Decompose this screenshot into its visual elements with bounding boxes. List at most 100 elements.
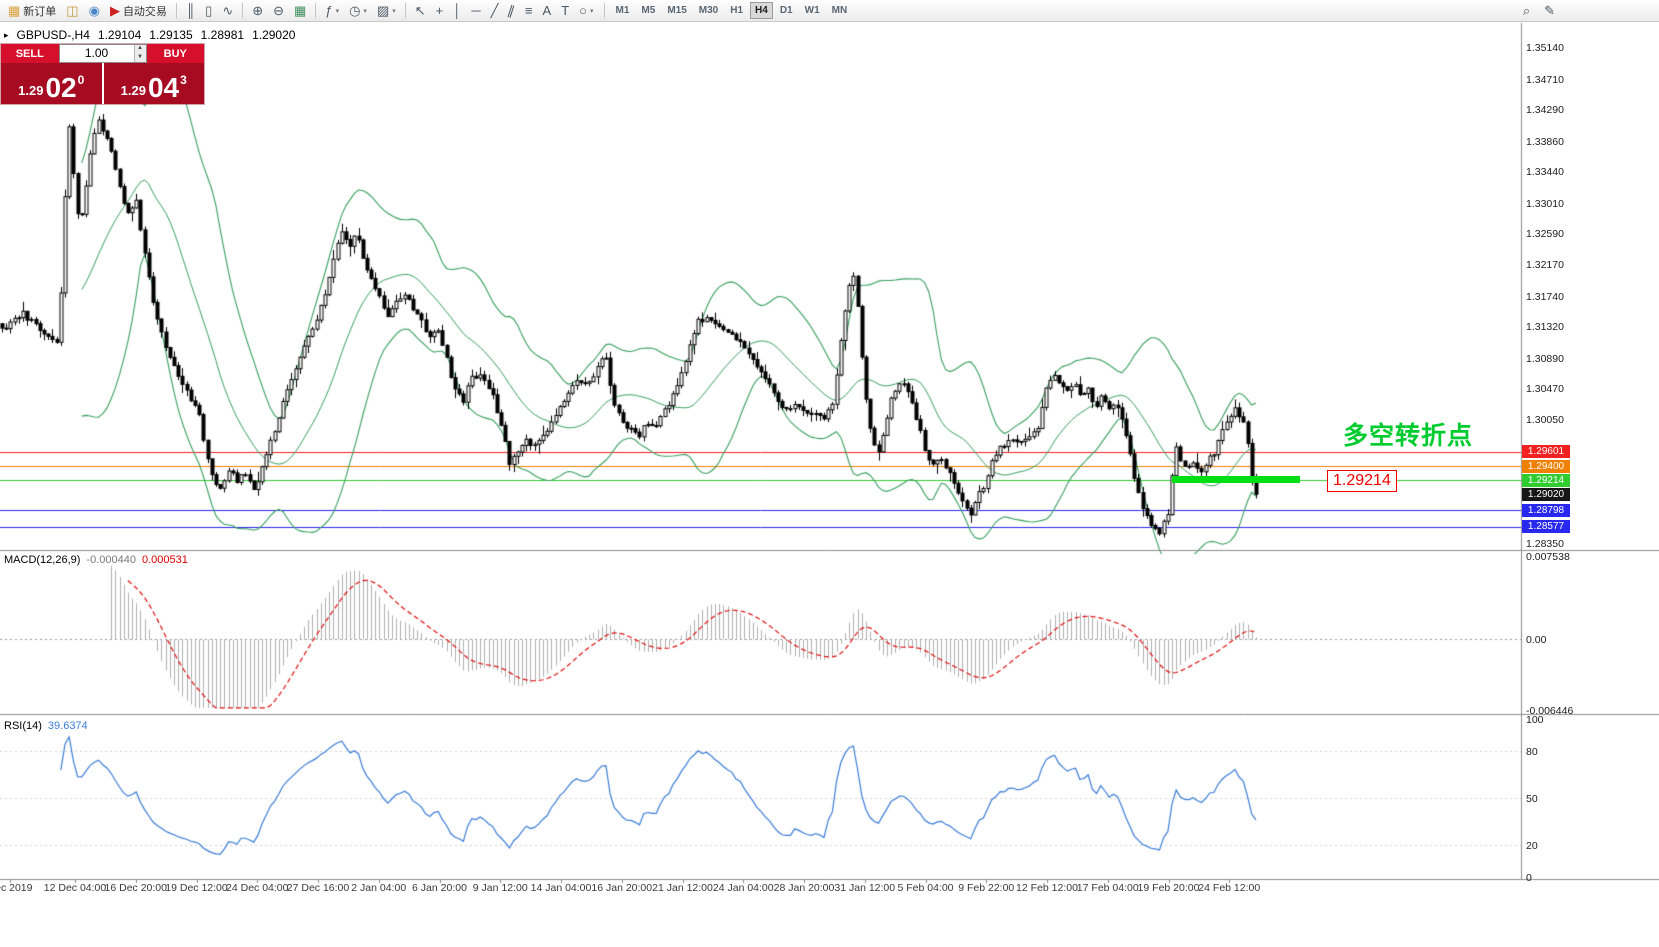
channel-button[interactable]: ∥ (503, 1, 520, 20)
ohlc-high: 1.29135 (149, 28, 193, 42)
macd-panel-label: MACD(12,26,9) -0.000440 0.000531 (4, 554, 188, 566)
price-level-tag: 1.29400 (1522, 459, 1570, 473)
price-axis-label: 1.31740 (1526, 290, 1564, 303)
expand-triangle-icon[interactable]: ▸ (4, 30, 9, 40)
timeframe-m5-button[interactable]: M5 (636, 2, 660, 19)
trendline-button[interactable]: ╱ (486, 1, 504, 20)
timeframe-m30-button[interactable]: M30 (694, 2, 723, 19)
zoom-out-button[interactable]: ⊖ (268, 1, 289, 20)
macd-signal-value: 0.000531 (141, 554, 188, 566)
edit-button[interactable]: ✎ (1539, 1, 1560, 20)
search-button[interactable]: ⌕ (1518, 1, 1535, 20)
macd-name: MACD(12,26,9) (4, 554, 81, 566)
price-flag-label[interactable]: 1.29214 (1327, 470, 1397, 492)
price-axis-label: 1.34290 (1526, 104, 1564, 117)
macd-scale-label: 0.007538 (1526, 551, 1570, 563)
volume-stepper-up[interactable]: ▲ (134, 45, 146, 54)
volume-stepper-down[interactable]: ▼ (134, 53, 146, 62)
timeframe-m1-button[interactable]: M1 (611, 2, 635, 19)
ohlc-open: 1.29104 (97, 28, 142, 42)
rsi-scale-label: 100 (1526, 714, 1544, 726)
autotrade-icon: ▶ (109, 3, 120, 18)
time-axis-label: 28 Jan 20:00 (773, 882, 835, 894)
horizontal-line-button[interactable]: ─ (466, 1, 485, 20)
toolbar-groups: ▦ 新订单 ◫ ◉ ▶ 自动交易 ║ ▯ ∿ ⊕ ⊖ ▦ ƒ ▾ ◷ ▾ ▨ ▾ ↖ + │ ─ ╱ ∥ ≡ A T ○ ▾ (3, 1, 599, 20)
line-chart-type-button[interactable]: ∿ (217, 1, 238, 20)
timeframe-w1-button[interactable]: W1 (800, 2, 825, 19)
zoom-in-button[interactable]: ⊕ (247, 1, 268, 20)
price-axis-label: 1.35140 (1526, 42, 1564, 55)
label-button[interactable]: T (556, 1, 574, 20)
text-button[interactable]: A (538, 1, 557, 20)
cursor-button[interactable]: ↖ (410, 1, 431, 20)
timeframe-h4-button[interactable]: H4 (750, 2, 773, 19)
new-order-button[interactable]: ▦ 新订单 (3, 1, 61, 20)
rsi-value: 39.6374 (47, 720, 88, 732)
line-chart-icon: ∿ (222, 3, 234, 18)
sell-button[interactable]: SELL (1, 44, 59, 63)
sell-price-point: 0 (77, 73, 85, 87)
fibonacci-icon: ≡ (524, 3, 533, 18)
price-axis-label: 1.28350 (1526, 538, 1564, 551)
buy-price[interactable]: 1.29 04 3 (103, 63, 204, 104)
time-axis-label: 12 Dec 04:00 (43, 882, 107, 894)
horizontal-line-icon: ─ (471, 3, 481, 18)
macd-scale-label: 0.00 (1526, 634, 1547, 646)
sell-price-pips: 02 (45, 72, 77, 104)
crosshair-button[interactable]: + (431, 1, 449, 20)
caret-down-icon: ▾ (392, 7, 396, 15)
shapes-button[interactable]: ○ ▾ (574, 1, 598, 20)
price-axis-label: 1.33010 (1526, 197, 1564, 210)
crosshair-icon: + (435, 3, 444, 18)
time-axis-label: 19 Dec 12:00 (165, 882, 228, 894)
time-axis-label: 2 Jan 04:00 (351, 882, 407, 894)
time-axis-label: 5 Feb 04:00 (897, 882, 954, 894)
fibonacci-button[interactable]: ≡ (520, 1, 538, 20)
sell-price-base: 1.29 (18, 82, 44, 98)
candlestick-chart-type-button[interactable]: ▯ (200, 1, 217, 20)
bid-price-tag: 1.29020 (1522, 487, 1570, 501)
buy-price-base: 1.29 (120, 82, 146, 98)
trend-highlight-line[interactable] (1172, 476, 1300, 483)
buy-price-point: 3 (180, 73, 187, 87)
search-icon: ⌕ (1522, 3, 1531, 18)
price-axis-label: 1.32590 (1526, 228, 1564, 241)
timeframe-m15-button[interactable]: M15 (662, 2, 691, 19)
market-watch-button[interactable]: ◉ (84, 1, 105, 20)
time-axis-label: 6 Jan 20:00 (412, 882, 467, 894)
rsi-scale-label: 20 (1526, 840, 1538, 853)
volume-input[interactable]: 1.00 (84, 46, 109, 60)
tile-windows-button[interactable]: ▦ (289, 1, 311, 20)
turning-point-annotation[interactable]: 多空转折点 (1343, 422, 1474, 450)
time-axis-label: 24 Dec 04:00 (226, 882, 289, 894)
quotes-icon: ◉ (88, 3, 100, 18)
layouts-icon: ◫ (66, 3, 79, 18)
time-axis-label: 9 Jan 12:00 (472, 882, 528, 894)
trendline-icon: ╱ (490, 3, 499, 18)
vertical-line-button[interactable]: │ (448, 1, 466, 20)
clock-icon: ◷ (349, 3, 361, 18)
timeframe-h1-button[interactable]: H1 (725, 2, 748, 19)
buy-button[interactable]: BUY (146, 44, 204, 63)
chart-layouts-button[interactable]: ◫ (61, 1, 83, 20)
toolbar-right-icons: ⌕ ✎ (1518, 1, 1560, 20)
timeframe-mn-button[interactable]: MN (827, 2, 853, 19)
caret-down-icon: ▾ (335, 7, 340, 15)
timeframe-d1-button[interactable]: D1 (775, 2, 798, 19)
time-axis-label: 19 Feb 20:00 (1137, 882, 1200, 894)
bar-chart-type-button[interactable]: ║ (181, 1, 200, 20)
auto-trading-button[interactable]: ▶ 自动交易 (105, 1, 172, 20)
indicators-button[interactable]: ƒ ▾ (320, 1, 344, 20)
templates-button[interactable]: ▨ ▾ (372, 1, 401, 20)
periods-button[interactable]: ◷ ▾ (344, 1, 372, 20)
cursor-icon: ↖ (414, 3, 426, 18)
time-axis-label: 24 Feb 12:00 (1198, 882, 1261, 894)
rsi-name: RSI(14) (4, 720, 42, 732)
pencil-icon: ✎ (1544, 3, 1555, 18)
toolbar-separator (242, 3, 244, 18)
sell-price[interactable]: 1.29 02 0 (1, 63, 102, 104)
macd-scale-label: -0.006446 (1526, 705, 1574, 717)
toolbar-separator (603, 3, 605, 18)
